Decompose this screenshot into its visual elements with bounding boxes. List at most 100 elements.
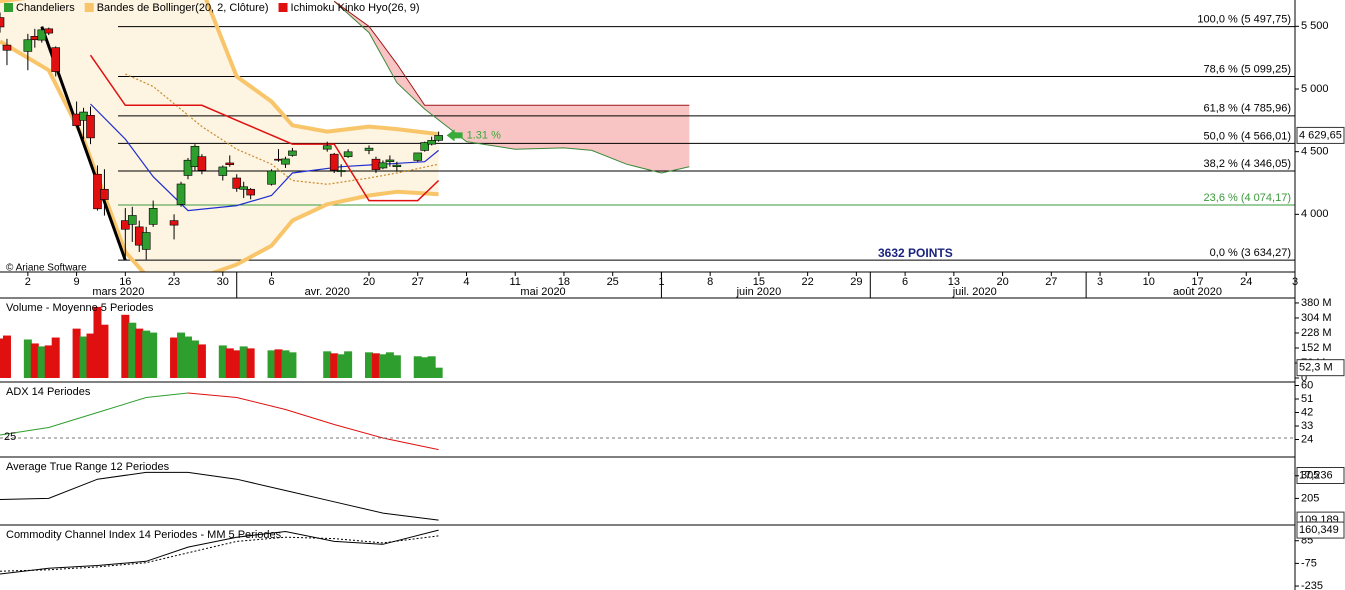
span-b [333, 0, 690, 106]
candle-body [225, 162, 235, 166]
y-tick-label: 5 500 [1301, 20, 1329, 32]
x-tick-label: 29 [850, 276, 862, 288]
last-value: 52,3 M [1299, 362, 1333, 374]
y-tick-label: -75 [1301, 557, 1317, 569]
fib-label: 100,0 % (5 497,75) [1197, 14, 1291, 26]
month-label: août 2020 [1173, 286, 1222, 298]
points-annotation: 3632 POINTS [878, 246, 953, 260]
volume-bar [72, 328, 81, 378]
volume-bar [274, 349, 283, 378]
y-tick-label: 205 [1301, 492, 1319, 504]
indicator-line [187, 392, 439, 451]
volume-bar [183, 336, 192, 378]
x-tick-label: 23 [168, 276, 180, 288]
volume-bar [79, 336, 88, 378]
price-panel [0, 0, 1295, 272]
volume-bar [344, 351, 353, 378]
x-tick-label: 10 [1143, 276, 1155, 288]
last-value-box [1296, 126, 1345, 144]
y-tick-label: 33 [1301, 420, 1313, 432]
candle-body [148, 208, 158, 225]
candle-body [413, 152, 423, 161]
fib-label: 78,6 % (5 099,25) [1204, 63, 1291, 75]
candle-body [176, 183, 186, 205]
candle-body [51, 47, 60, 72]
volume-bar [170, 337, 179, 378]
y-tick-label: 305 [1301, 470, 1319, 482]
candle-body [44, 28, 54, 34]
candle-body [336, 170, 346, 173]
x-tick-label: 16 [119, 276, 131, 288]
x-tick-label: 2 [25, 276, 31, 288]
candle-body [0, 17, 5, 28]
volume-bar [371, 353, 380, 378]
y-tick-label: 24 [1301, 433, 1313, 445]
candle-body [121, 220, 130, 230]
x-tick-label: 25 [607, 276, 619, 288]
volume-bar [330, 353, 339, 378]
y-tick-label: 152 M [1301, 342, 1332, 354]
volume-bar [288, 352, 297, 378]
volume-bar [267, 350, 276, 378]
volume-bar [281, 350, 290, 378]
panel-title: Volume - Moyenne 5 Periodes [6, 302, 154, 314]
x-tick-label: 3 [1097, 276, 1103, 288]
candle-body [420, 142, 430, 151]
last-value-box [1296, 359, 1345, 377]
candle-body [100, 188, 109, 200]
volume-bar [30, 343, 39, 378]
month-label: juil. 2020 [952, 286, 997, 298]
candle-body [288, 150, 297, 156]
x-tick-label: 17 [1191, 276, 1203, 288]
y-tick-label: 4 000 [1301, 208, 1329, 220]
panel-title: Average True Range 12 Periodes [6, 461, 170, 473]
volume-bar [142, 330, 151, 378]
x-tick-label: 20 [996, 276, 1008, 288]
volume-bar [218, 345, 227, 378]
candle-body [364, 147, 374, 151]
volume-bar [385, 352, 394, 378]
x-tick-label: 6 [268, 276, 274, 288]
y-tick-label: 5 000 [1301, 83, 1329, 95]
candle-body [378, 162, 388, 169]
candle-body [281, 158, 290, 165]
volume-bar [225, 348, 234, 378]
y-tick-label: -235 [1301, 580, 1323, 590]
x-tick-label: 13 [948, 276, 960, 288]
candle-body [246, 188, 255, 196]
level-label: 25 [4, 431, 16, 443]
ichimoku-cloud [334, 1, 690, 173]
y-tick-label: 60 [1301, 379, 1313, 391]
volume-bar [420, 357, 429, 378]
change-label: 1.31 % [467, 129, 501, 141]
candle-body [392, 164, 402, 168]
volume-bar [323, 351, 332, 378]
volume-bar [44, 345, 53, 378]
candle-body [2, 44, 12, 51]
volume-bar [149, 332, 158, 378]
candle-body [127, 215, 137, 225]
month-label: juin 2020 [736, 286, 782, 298]
volume-bar [93, 306, 102, 378]
volume-bar [37, 346, 46, 378]
candle-body [169, 220, 179, 226]
x-tick-label: 24 [1240, 276, 1252, 288]
volume-bar [128, 322, 137, 378]
x-tick-label: 27 [1045, 276, 1057, 288]
last-value: 4 629,65 [1299, 129, 1342, 141]
volume-bar [51, 337, 60, 378]
indicator-line [0, 535, 439, 572]
volume-bar [135, 328, 144, 378]
indicator-line [0, 529, 439, 575]
y-tick-label: 42 [1301, 406, 1313, 418]
y-tick-label: 0 [1301, 372, 1307, 384]
candle-body [329, 153, 339, 171]
y-tick-label: 51 [1301, 393, 1313, 405]
candle-body [267, 170, 276, 185]
x-tick-label: 8 [707, 276, 713, 288]
candle-body [322, 145, 332, 150]
candle-body [197, 156, 207, 171]
volume-bar [23, 339, 32, 378]
fib-label: 23,6 % (4 074,17) [1204, 192, 1291, 204]
